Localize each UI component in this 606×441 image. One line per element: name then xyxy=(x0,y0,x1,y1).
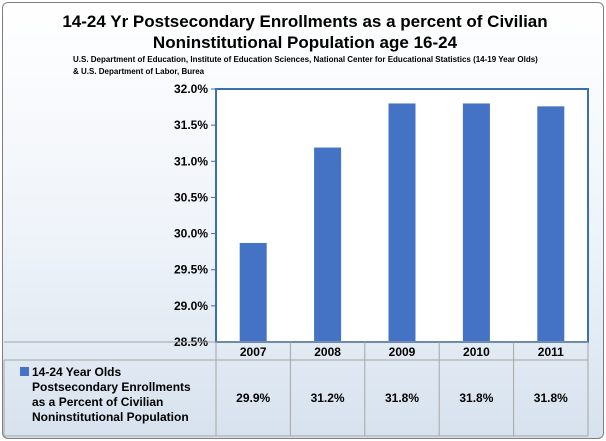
x-category-label: 2007 xyxy=(240,345,267,359)
y-tick-label: 30.5% xyxy=(174,190,208,204)
legend-series-name: 14-24 Year Olds Postsecondary Enrollment… xyxy=(32,365,191,424)
y-tick-label: 29.0% xyxy=(174,299,208,313)
y-tick-label: 32.0% xyxy=(174,82,208,96)
data-table-value: 31.2% xyxy=(311,391,345,405)
legend-key xyxy=(20,367,29,376)
bar-2010 xyxy=(462,103,490,342)
x-category-label: 2009 xyxy=(389,345,416,359)
chart-subtitle: U.S. Department of Education, Institute … xyxy=(73,55,538,76)
bar-2009 xyxy=(388,103,416,342)
data-table-value: 29.9% xyxy=(236,391,270,405)
y-tick-label: 31.0% xyxy=(174,154,208,168)
x-category-label: 2011 xyxy=(538,345,564,359)
chart-title: 14-24 Yr Postsecondary Enrollments as a … xyxy=(62,12,548,52)
y-tick-label: 31.5% xyxy=(174,118,208,132)
bar-2008 xyxy=(314,147,342,342)
data-table-value: 31.8% xyxy=(534,391,568,405)
y-tick-label: 29.5% xyxy=(174,263,208,277)
y-tick-label: 30.0% xyxy=(174,227,208,241)
bar-2007 xyxy=(239,242,267,342)
data-table-value: 31.8% xyxy=(459,391,493,405)
bar-2011 xyxy=(537,106,565,342)
x-category-label: 2010 xyxy=(463,345,490,359)
data-table-value: 31.8% xyxy=(385,391,419,405)
x-category-label: 2008 xyxy=(314,345,341,359)
